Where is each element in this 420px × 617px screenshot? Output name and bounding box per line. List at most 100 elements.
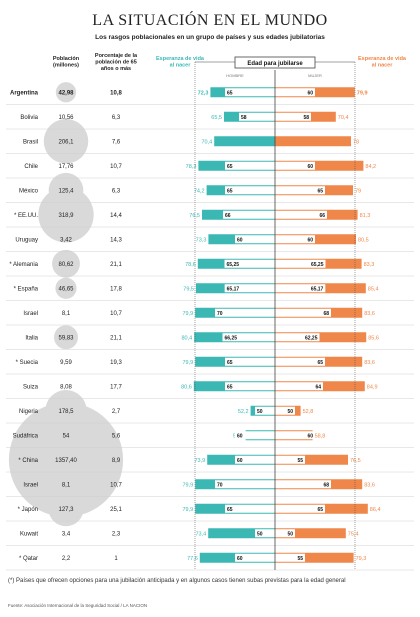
label-retirement-men: 65 xyxy=(227,188,233,194)
bar-retirement-men xyxy=(235,431,275,440)
label-retirement-men: 65 xyxy=(227,507,233,513)
header-men: HOMBRE xyxy=(226,73,244,78)
bar-retirement-men xyxy=(255,406,275,415)
population-value: 206,1 xyxy=(58,139,74,145)
pct65-value: 10,8 xyxy=(110,90,122,96)
label-life-women: 83,6 xyxy=(364,311,375,317)
label-life-women: 58,8 xyxy=(315,433,326,439)
label-retirement-women: 68 xyxy=(323,482,329,488)
bar-retirement-men xyxy=(235,553,275,562)
bar-retirement-women xyxy=(275,308,331,317)
label-retirement-men: 60 xyxy=(237,237,243,243)
population-value: 9,59 xyxy=(60,360,72,366)
population-value: 8,1 xyxy=(62,482,71,488)
label-retirement-women: 62,25 xyxy=(305,335,318,341)
header-women: MUJER xyxy=(308,73,322,78)
header-pct65: Porcentaje de la población de 65 años o má… xyxy=(95,53,138,72)
label-retirement-women: 50 xyxy=(287,409,293,415)
bar-retirement-women xyxy=(275,161,315,170)
population-value: 17,76 xyxy=(58,164,74,170)
bar-retirement-men xyxy=(223,210,275,219)
bar-retirement-women xyxy=(275,529,295,538)
label-life-men: 80,4 xyxy=(181,335,192,341)
label-life-women: 85,6 xyxy=(368,335,379,341)
pct65-value: 10,7 xyxy=(110,311,122,317)
label-life-men: 72,3 xyxy=(198,90,209,96)
label-life-women: 70,4 xyxy=(338,115,349,121)
label-retirement-women: 50 xyxy=(287,531,293,537)
population-value: 46,65 xyxy=(58,286,74,292)
population-value: 2,2 xyxy=(62,556,71,562)
population-value: 54 xyxy=(63,433,70,439)
label-retirement-men: 60 xyxy=(237,433,243,439)
bar-retirement-women xyxy=(275,382,323,391)
label-life-women: 85,4 xyxy=(368,286,379,292)
footnote: (*) Países que ofrecen opciones para una… xyxy=(8,578,346,584)
label-retirement-men: 65 xyxy=(227,90,233,96)
bar-retirement-women xyxy=(275,259,326,268)
pct65-value: 2,7 xyxy=(112,409,121,415)
bar-retirement-women xyxy=(275,235,315,244)
chart-title: LA SITUACIÓN EN EL MUNDO xyxy=(92,12,328,29)
label-retirement-men: 50 xyxy=(257,409,263,415)
population-bubble xyxy=(8,402,124,517)
label-life-women: 79 xyxy=(355,188,361,194)
label-retirement-women: 64 xyxy=(315,384,321,390)
bar-life-women xyxy=(275,234,356,245)
label-life-men: 79,9 xyxy=(182,482,193,488)
population-value: 125,4 xyxy=(58,188,74,194)
country-label: Argentina xyxy=(10,90,39,96)
bar-retirement-men xyxy=(255,529,275,538)
label-retirement-women: 55 xyxy=(297,556,303,562)
country-label: Suiza xyxy=(23,384,39,390)
label-retirement-women: 66 xyxy=(319,213,325,219)
label-life-men: 79,9 xyxy=(182,507,193,513)
label-life-women: 52,8 xyxy=(303,409,314,415)
label-life-men: 80,6 xyxy=(181,384,192,390)
pct65-value: 14,4 xyxy=(110,213,122,219)
label-retirement-men: 50 xyxy=(257,531,263,537)
bar-life-men xyxy=(214,136,275,147)
bar-retirement-men xyxy=(224,259,275,268)
bar-retirement-women xyxy=(275,455,305,464)
bar-retirement-women xyxy=(275,480,331,489)
population-value: 42,98 xyxy=(58,90,74,96)
bar-retirement-men xyxy=(224,284,275,293)
label-retirement-men: 70 xyxy=(217,311,223,317)
country-label: Chile xyxy=(24,164,38,170)
label-life-women: 84,2 xyxy=(365,164,376,170)
bar-retirement-men xyxy=(235,235,275,244)
label-life-women: 75,4 xyxy=(348,531,359,537)
label-life-men: 79,9 xyxy=(182,311,193,317)
pct65-value: 5,6 xyxy=(112,433,121,439)
pct65-value: 7,6 xyxy=(112,139,121,145)
country-label: * Japón xyxy=(18,507,38,513)
population-bubble xyxy=(48,491,84,527)
population-bubble xyxy=(55,82,77,103)
bar-retirement-women xyxy=(275,284,326,293)
pct65-value: 10,7 xyxy=(110,164,122,170)
population-value: 127,3 xyxy=(58,507,74,513)
bar-retirement-men xyxy=(215,308,275,317)
pct65-value: 17,8 xyxy=(110,286,122,292)
label-retirement-women: 58 xyxy=(303,115,309,121)
country-label: Israel xyxy=(23,311,38,317)
population-bubble xyxy=(54,325,78,350)
header-retirement: Edad para jubilarse xyxy=(247,61,303,67)
label-retirement-men: 65 xyxy=(227,164,233,170)
bar-retirement-men xyxy=(239,112,275,121)
label-retirement-women: 60 xyxy=(307,237,313,243)
label-life-men: 70,4 xyxy=(201,139,212,145)
label-life-men: 73,3 xyxy=(196,237,207,243)
label-retirement-women: 65,17 xyxy=(311,286,324,292)
bar-retirement-women xyxy=(275,553,305,562)
country-label: Kuwait xyxy=(20,531,38,537)
label-life-men: 73,4 xyxy=(195,531,206,537)
country-label: * China xyxy=(18,458,38,464)
label-life-women: 83,6 xyxy=(364,360,375,366)
label-life-men: 74,2 xyxy=(194,188,205,194)
source-note: Fuente: Asociación Internacional de la S… xyxy=(8,603,148,608)
label-retirement-women: 60 xyxy=(307,164,313,170)
label-life-women: 78 xyxy=(353,139,359,145)
label-life-women: 76,5 xyxy=(350,458,361,464)
